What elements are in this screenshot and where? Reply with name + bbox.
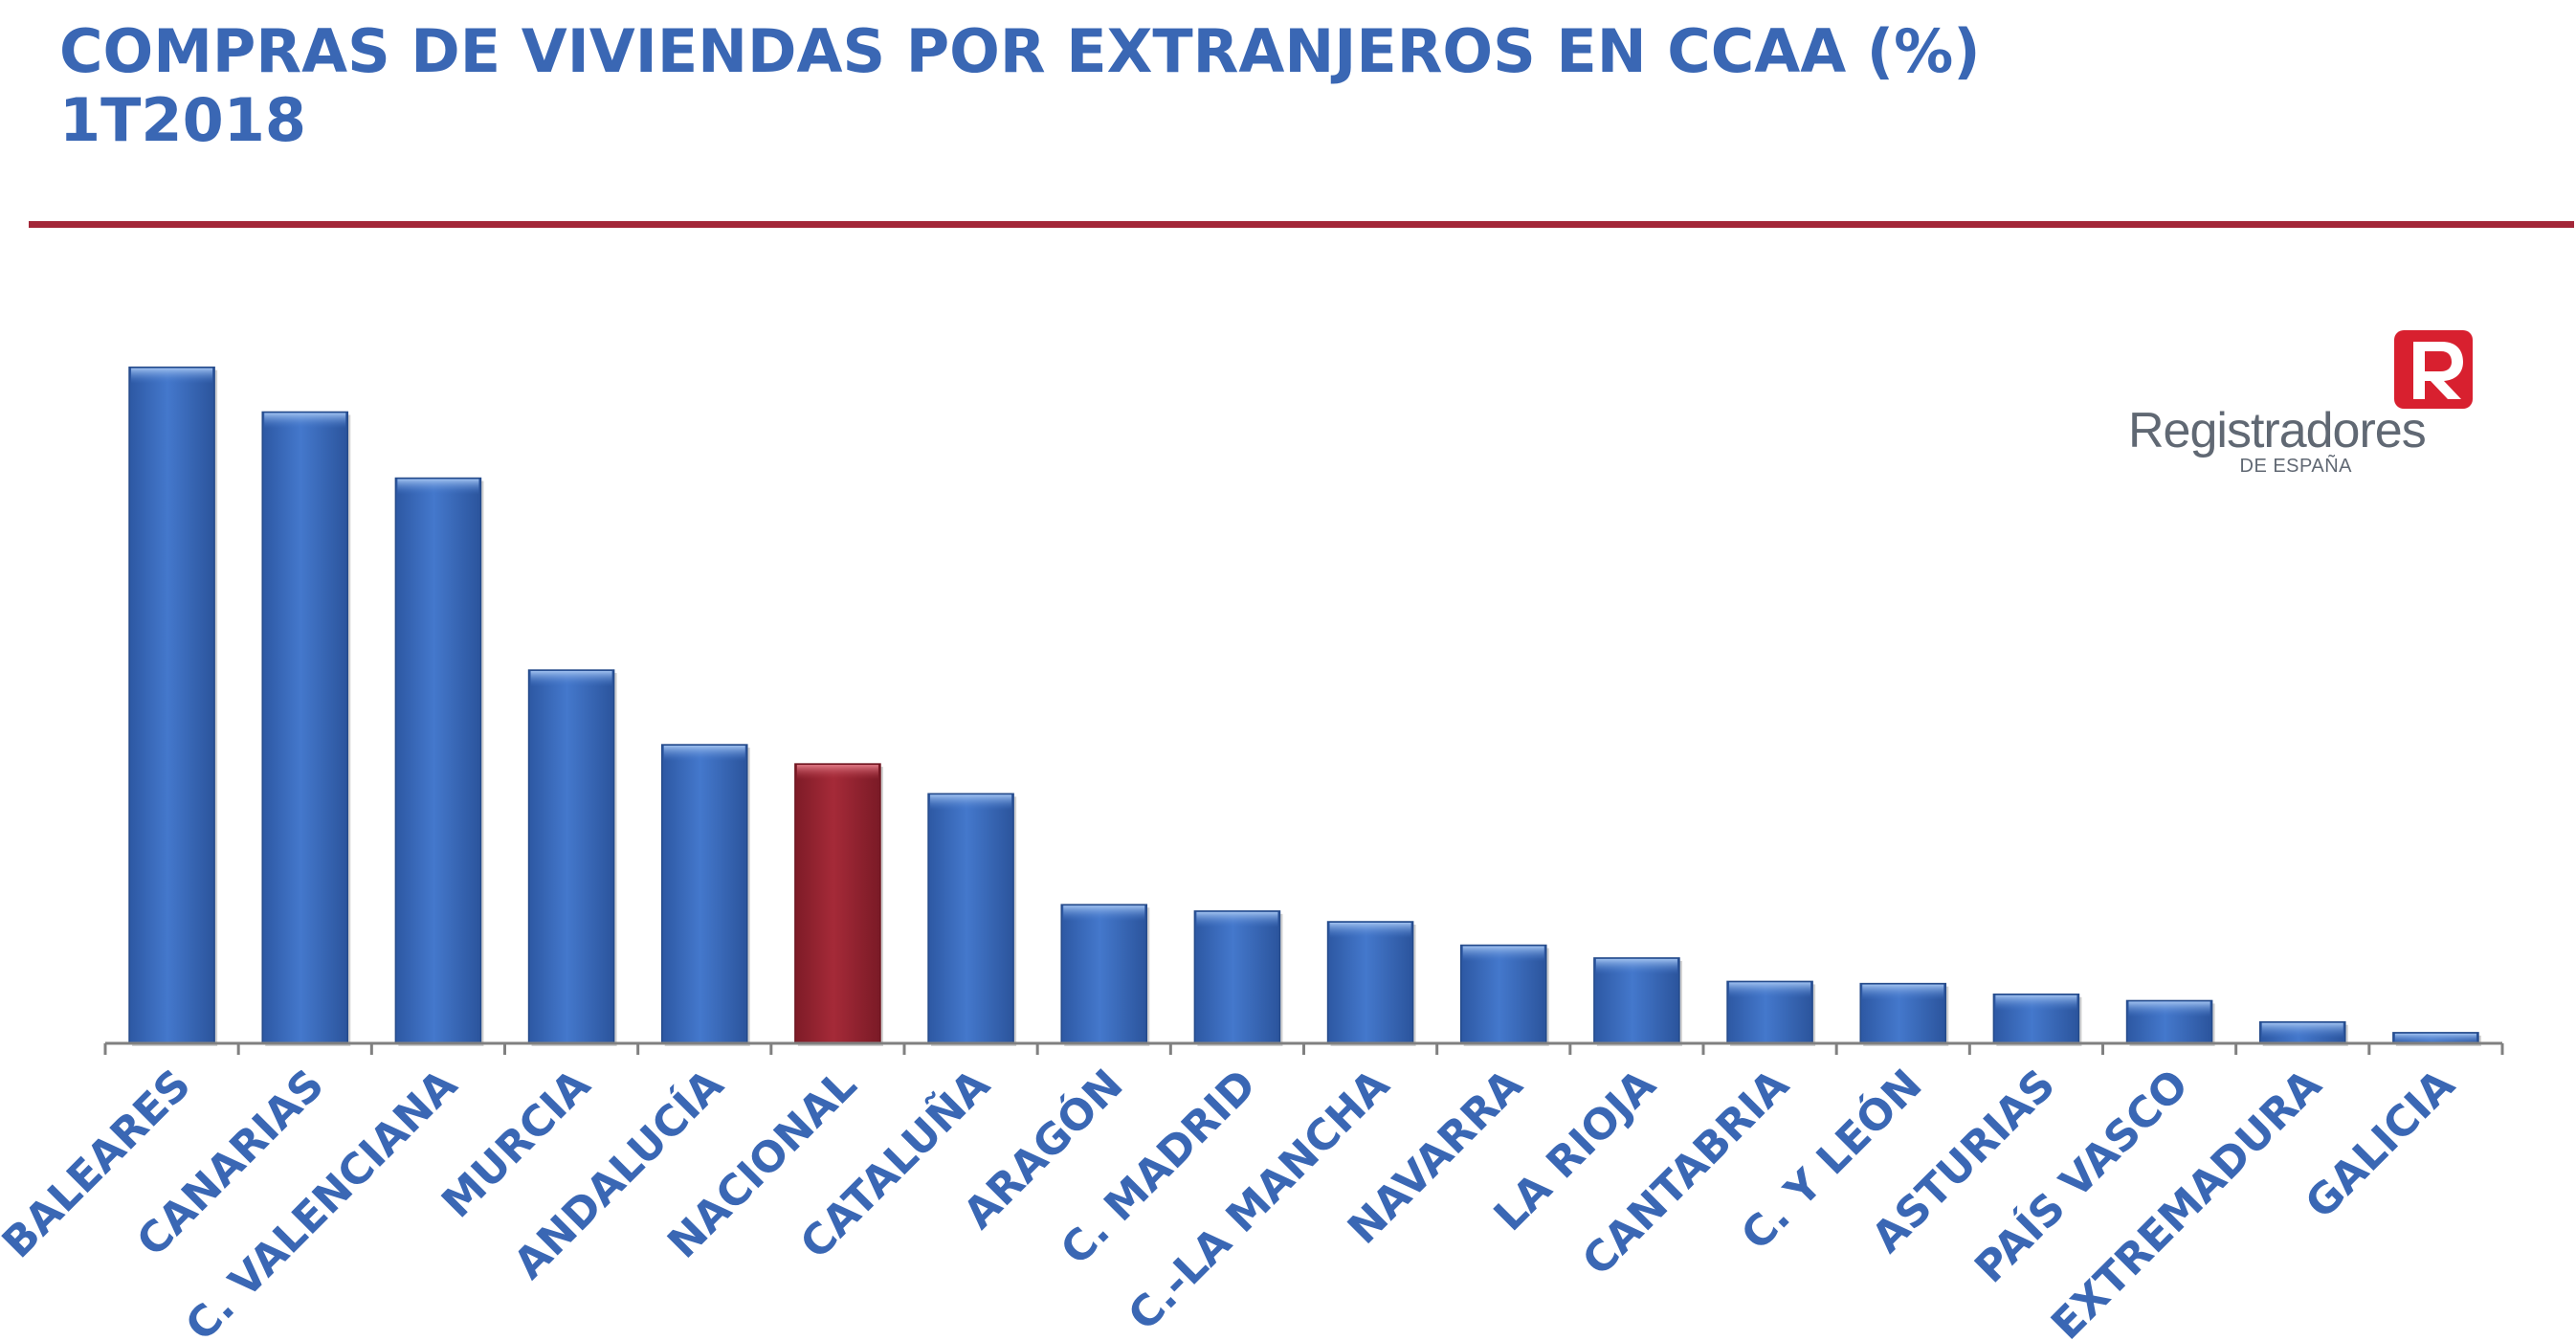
logo-name: Registradores: [2128, 403, 2427, 458]
bar: [927, 793, 1014, 1044]
bar-highlight: [530, 671, 612, 687]
bar-highlight: [131, 368, 213, 384]
bar: [794, 763, 881, 1044]
bar-país-vasco: [2125, 999, 2215, 1046]
bar-highlight: [2394, 1033, 2476, 1044]
bar-highlight: [2261, 1022, 2343, 1039]
bar-highlight: [1462, 946, 1544, 962]
bar-cataluña: [927, 793, 1017, 1046]
bar-highlight: [1729, 982, 1811, 998]
bar-highlight: [1595, 958, 1677, 974]
bar-highlight: [1329, 922, 1411, 938]
bar: [660, 744, 748, 1044]
bar-murcia: [527, 669, 617, 1046]
bar-baleares: [128, 366, 218, 1046]
bar: [1459, 944, 1547, 1044]
registradores-r-logo-icon: [2394, 330, 2473, 409]
chart-title-block: COMPRAS DE VIVIENDAS POR EXTRANJEROS EN …: [59, 17, 1981, 155]
bar: [527, 669, 615, 1044]
bar-aragón: [1060, 904, 1150, 1046]
registradores-logo: Registradores DE ESPAÑA: [2115, 325, 2478, 479]
bar-highlight: [1196, 911, 1278, 928]
bar: [1193, 910, 1281, 1044]
bar-asturias: [1992, 994, 2082, 1046]
bar-highlight: [1995, 995, 2077, 1011]
bar-canarias: [261, 411, 351, 1047]
bar: [1060, 904, 1148, 1044]
bar: [128, 366, 215, 1044]
bar-andalucía: [660, 744, 750, 1046]
bar-navarra: [1459, 944, 1549, 1046]
bar-extremadura: [2258, 1020, 2348, 1046]
chart-title: COMPRAS DE VIVIENDAS POR EXTRANJEROS EN …: [59, 16, 1981, 86]
bar-highlight: [264, 413, 346, 429]
bar-c-valenciana: [394, 477, 484, 1047]
bar-cantabria: [1726, 980, 1816, 1046]
bar-highlight: [1862, 984, 1944, 1000]
chart-subtitle: 1T2018: [59, 84, 306, 155]
bar-highlight: [796, 765, 878, 781]
bar-la-rioja: [1593, 957, 1682, 1046]
bar-nacional: [794, 763, 883, 1046]
bar: [394, 477, 482, 1044]
bar-highlight: [663, 746, 745, 762]
bar-c-la-mancha: [1326, 921, 1416, 1046]
bar-highlight: [2128, 1001, 2210, 1017]
title-divider: [29, 221, 2574, 228]
bar: [261, 411, 349, 1044]
logo-subtitle: DE ESPAÑA: [2239, 456, 2352, 477]
bar-highlight: [930, 794, 1012, 811]
bar-c-madrid: [1193, 910, 1283, 1046]
bar-highlight: [397, 479, 479, 495]
bar: [1326, 921, 1414, 1044]
bar-highlight: [1063, 905, 1145, 922]
bar-c-y-león: [1859, 982, 1949, 1046]
